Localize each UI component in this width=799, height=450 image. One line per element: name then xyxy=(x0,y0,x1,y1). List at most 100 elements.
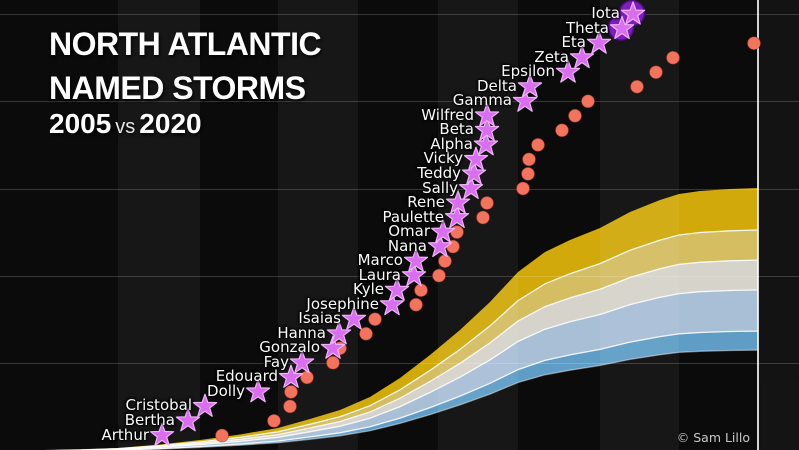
storm-dot-2005 xyxy=(215,428,229,443)
subtitle-year-2005: 2005 xyxy=(49,108,112,139)
storm-label: Gamma xyxy=(452,91,512,110)
storm-label: Gonzalo xyxy=(259,338,320,357)
storm-label: Zeta xyxy=(534,47,569,66)
storm-dot-2005 xyxy=(267,413,281,428)
storm-star-2020 xyxy=(320,335,346,359)
storm-dot-2005 xyxy=(480,196,494,210)
storm-star-2020 xyxy=(512,88,538,112)
storm-label: Vicky xyxy=(423,149,463,168)
climatology-band xyxy=(74,230,758,450)
band-separator xyxy=(106,349,759,450)
storm-label: Kyle xyxy=(352,280,384,299)
storm-dot-2005 xyxy=(568,108,582,123)
band-separator xyxy=(93,330,759,450)
storm-label: Hanna xyxy=(277,323,326,342)
credit-text: © Sam Lillo xyxy=(676,430,750,445)
storm-dot-2005 xyxy=(516,181,530,196)
storm-label: Wilfred xyxy=(421,105,474,124)
storm-dot-2005 xyxy=(326,355,340,370)
storm-label: Omar xyxy=(388,222,430,241)
chart-title-line1: NORTH ATLANTIC xyxy=(49,26,322,62)
storm-label: Alpha xyxy=(430,134,473,153)
storm-star-2020 xyxy=(473,132,499,156)
storm-dot-2005 xyxy=(432,268,446,283)
storm-dot-2005 xyxy=(283,399,297,414)
storm-label: Delta xyxy=(476,76,517,95)
storm-label: Teddy xyxy=(417,163,461,182)
band-separator xyxy=(42,229,759,450)
storm-star-2020 xyxy=(427,233,453,258)
storm-star-2020 xyxy=(517,73,543,98)
storm-star-2020 xyxy=(586,30,612,54)
storm-label: Cristobal xyxy=(125,396,192,415)
storm-label: Sally xyxy=(422,178,458,197)
climatology-band xyxy=(99,289,758,450)
storm-label: Epsilon xyxy=(501,62,555,81)
storm-label: Edouard xyxy=(215,367,278,386)
storm-dot-2005 xyxy=(368,312,382,327)
storm-star-2020 xyxy=(149,422,175,446)
count-gridline xyxy=(0,188,799,190)
month-column-shade xyxy=(600,0,679,450)
storm-dot-2005 xyxy=(284,384,298,399)
storm-dot-2005 xyxy=(359,326,373,341)
storm-star-2020 xyxy=(175,408,201,432)
storm-dot-2005 xyxy=(521,166,535,181)
storm-label: Fay xyxy=(263,352,289,371)
storm-star-2020 xyxy=(326,321,352,345)
storm-label: Eta xyxy=(561,33,586,52)
month-column-shade xyxy=(118,0,200,450)
count-gridline xyxy=(0,362,799,364)
chart-title-line2: NAMED STORMS xyxy=(49,70,306,106)
storm-label: Laura xyxy=(358,265,401,284)
storm-star-2020 xyxy=(289,350,315,374)
storm-star-2020 xyxy=(245,379,271,403)
climatology-band xyxy=(60,188,758,450)
storm-dot-2005 xyxy=(581,94,595,109)
count-gridline xyxy=(0,275,799,277)
storm-star-2020 xyxy=(430,219,456,243)
count-gridline xyxy=(0,14,799,16)
storm-star-2020 xyxy=(445,190,471,214)
storm-dot-2005 xyxy=(476,210,490,225)
storm-dot-2005 xyxy=(531,137,545,152)
storm-dot-2005 xyxy=(522,152,536,167)
storm-star-2020 xyxy=(384,277,410,301)
count-gridline xyxy=(0,101,799,103)
storm-label: Beta xyxy=(439,120,474,139)
storm-star-2020 xyxy=(609,15,635,40)
subtitle-vs: vs xyxy=(115,116,136,138)
storm-star-2020 xyxy=(569,44,595,69)
storm-label: Josephine xyxy=(306,294,379,313)
storm-label: Iota xyxy=(591,4,620,23)
storm-label: Theta xyxy=(566,18,609,37)
storm-star-2020 xyxy=(341,306,367,330)
storm-star-2020 xyxy=(192,393,218,417)
storm-label: Marco xyxy=(357,251,403,270)
climatology-band xyxy=(123,331,758,450)
storm-star-2020 xyxy=(401,262,427,287)
band-separator xyxy=(69,289,759,450)
year-end-line xyxy=(757,0,759,450)
storm-star-2020 xyxy=(474,102,500,127)
storm-star-2020 xyxy=(474,117,500,141)
storm-dot-2005 xyxy=(747,36,761,51)
storm-star-2020 xyxy=(461,161,487,185)
climatology-band xyxy=(86,260,758,450)
storm-dot-2005 xyxy=(649,65,663,80)
storm-star-2020 xyxy=(278,364,304,388)
storm-dot-2005 xyxy=(409,297,423,312)
storm-dot-2005 xyxy=(630,79,644,94)
storm-star-2020 xyxy=(379,291,405,316)
storm-label: Arthur xyxy=(101,425,150,444)
storm-star-2020 xyxy=(463,146,489,170)
storm-label: Dolly xyxy=(207,381,245,400)
storm-label: Nana xyxy=(387,236,427,255)
storm-label: Rene xyxy=(407,193,445,211)
